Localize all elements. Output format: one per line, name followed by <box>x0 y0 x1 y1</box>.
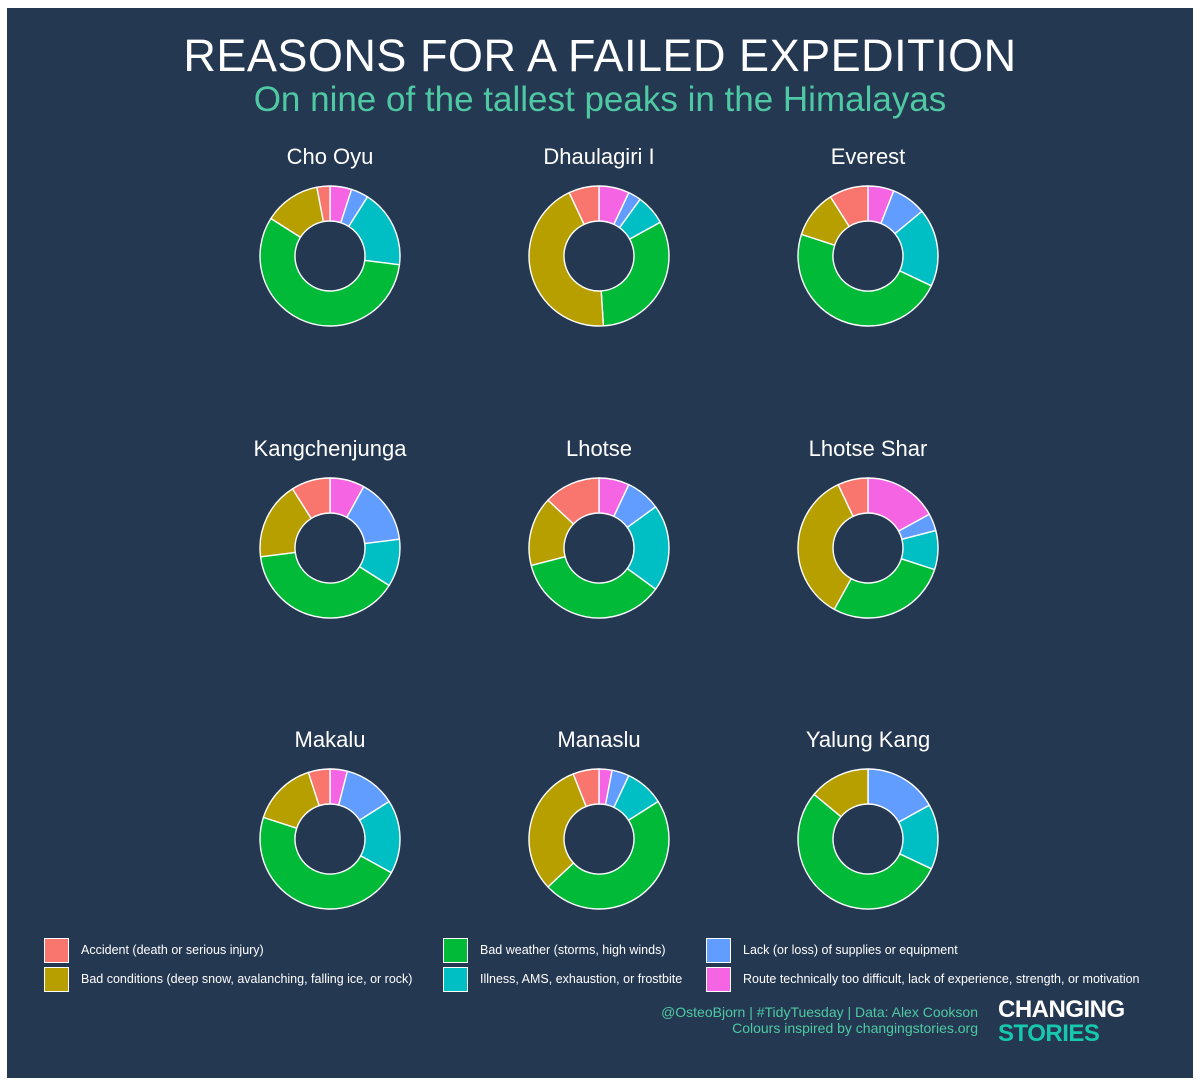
caption-colours: Colours inspired by changingstories.org <box>732 1020 978 1036</box>
chart-subtitle: On nine of the tallest peaks in the Hima… <box>253 80 947 119</box>
legend-swatch-accident <box>44 937 69 963</box>
legend-swatch-supplies <box>706 937 731 963</box>
changing-stories-logo: CHANGING STORIES <box>998 998 1128 1046</box>
legend-label-route: Route technically too difficult, lack of… <box>743 972 1140 986</box>
peak-label: Yalung Kang <box>806 727 930 752</box>
slice-accident <box>307 768 331 807</box>
legend-label-accident: Accident (death or serious injury) <box>81 943 264 957</box>
donut-lhotse-shar: Lhotse Shar <box>797 436 939 619</box>
donut-cho-oyu: Cho Oyu <box>259 144 401 327</box>
slice-weather <box>530 556 657 619</box>
donut-everest: Everest <box>797 144 939 327</box>
slice-weather <box>797 233 933 327</box>
peak-label: Lhotse Shar <box>809 436 928 461</box>
legend-swatch-illness <box>443 966 468 992</box>
legend-label-supplies: Lack (or loss) of supplies or equipment <box>743 943 958 957</box>
legend-swatch-conditions <box>44 966 69 992</box>
slice-weather <box>833 558 936 619</box>
slice-conditions <box>797 483 854 611</box>
donut-kangchenjunga: Kangchenjunga <box>254 436 408 619</box>
slice-weather <box>547 800 670 910</box>
logo-line-1: CHANGING <box>998 996 1125 1023</box>
peak-label: Manaslu <box>557 727 640 752</box>
slice-accident <box>837 477 869 518</box>
legend-item-illness: Illness, AMS, exhaustion, or frostbite <box>443 965 682 993</box>
donut-dhaulagiri-i: Dhaulagiri I <box>528 144 670 327</box>
legend-item-route: Route technically too difficult, lack of… <box>706 965 1140 993</box>
peak-label: Kangchenjunga <box>254 436 408 461</box>
legend-label-illness: Illness, AMS, exhaustion, or frostbite <box>480 972 683 986</box>
donut-yalung-kang: Yalung Kang <box>797 727 939 910</box>
donut-makalu: Makalu <box>259 727 401 910</box>
slice-accident <box>291 477 331 520</box>
slice-accident <box>572 768 600 808</box>
slice-weather <box>259 217 401 327</box>
slice-conditions <box>528 773 587 888</box>
legend-item-conditions: Bad conditions (deep snow, avalanching, … <box>44 965 412 993</box>
legend-label-conditions: Bad conditions (deep snow, avalanching, … <box>81 972 413 986</box>
slice-conditions <box>813 768 869 818</box>
peak-label: Lhotse <box>566 436 632 461</box>
slice-weather <box>797 793 933 910</box>
peak-label: Dhaulagiri I <box>543 144 654 169</box>
slice-accident <box>316 185 331 223</box>
slice-accident <box>829 185 869 228</box>
slice-weather <box>600 221 670 327</box>
legend-item-accident: Accident (death or serious injury) <box>44 936 264 964</box>
caption-credits: @OsteoBjorn | #TidyTuesday | Data: Alex … <box>661 1004 978 1020</box>
peak-label: Everest <box>831 144 906 169</box>
chart-title: REASONS FOR A FAILED EXPEDITION <box>183 30 1017 81</box>
legend-item-weather: Bad weather (storms, high winds) <box>443 936 666 964</box>
slice-weather <box>259 816 393 910</box>
slice-accident <box>568 185 600 226</box>
legend-label-weather: Bad weather (storms, high winds) <box>480 943 666 957</box>
legend-item-supplies: Lack (or loss) of supplies or equipment <box>706 936 958 964</box>
logo-line-2: STORIES <box>998 1020 1100 1047</box>
slice-accident <box>547 477 600 525</box>
donut-manaslu: Manaslu <box>528 727 670 910</box>
legend-swatch-route <box>706 966 731 992</box>
peak-label: Makalu <box>295 727 366 752</box>
donut-lhotse: Lhotse <box>528 436 670 619</box>
slice-weather <box>259 551 390 619</box>
slice-conditions <box>528 191 605 327</box>
legend-swatch-weather <box>443 937 468 963</box>
peak-label: Cho Oyu <box>287 144 374 169</box>
